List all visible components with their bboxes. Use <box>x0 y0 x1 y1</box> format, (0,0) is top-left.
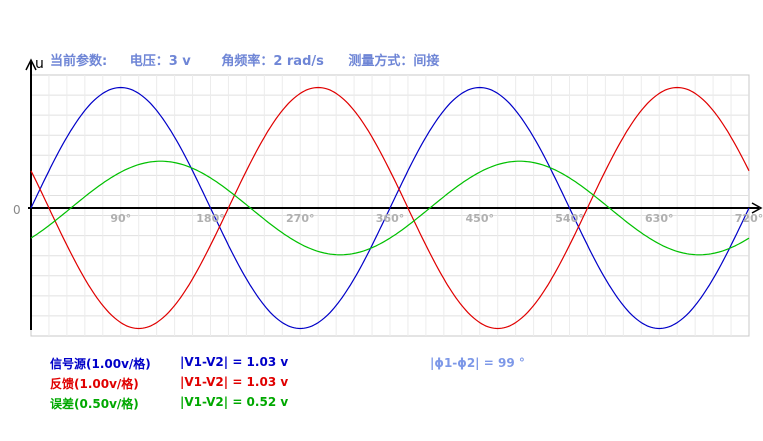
x-axis-arrow <box>751 202 763 214</box>
legend-error-name: 误差(0.50v/格) <box>50 397 139 411</box>
series-line-2 <box>30 160 750 256</box>
y-origin-label: 0 <box>13 203 21 217</box>
x-tick-label: 270° <box>286 212 314 225</box>
series-line-1 <box>30 86 750 330</box>
legend-feedback-reading: |V1-V2| = 1.03 v <box>180 375 289 389</box>
chart-axes: u0 <box>13 56 763 330</box>
x-tick-label: 360° <box>376 212 404 225</box>
x-tick-label: 630° <box>645 212 673 225</box>
legend-feedback-name: 反馈(1.00v/格) <box>50 377 139 391</box>
x-tick-label: 450° <box>466 212 494 225</box>
x-tick-label: 720° <box>735 212 763 225</box>
measurement-method-value: 测量方式：间接 <box>348 54 440 69</box>
legend-signal-reading: |V1-V2| = 1.03 v <box>180 355 289 369</box>
x-tick-label: 540° <box>555 212 583 225</box>
y-axis-arrow <box>25 58 37 71</box>
angular-frequency-value: 角频率：2 rad/s <box>221 54 324 69</box>
chart-series <box>30 86 750 330</box>
current-params-label: 当前参数: <box>50 54 108 69</box>
chart-tick-labels: 90° 180° 270° 360° 450° 540° 630° 720° <box>110 212 763 225</box>
parameter-bar: 当前参数: 电压：3 v 角频率：2 rad/s 测量方式：间接 <box>50 50 440 69</box>
series-line-0 <box>30 86 750 330</box>
voltage-value: 电压：3 v <box>129 54 191 69</box>
legend-signal-name: 信号源(1.00v/格) <box>50 357 151 371</box>
phase-difference-readout: |ϕ1-ϕ2| = 99 ° <box>430 356 525 370</box>
x-tick-label: 90° <box>110 212 131 225</box>
legend-error-reading: |V1-V2| = 0.52 v <box>180 395 289 409</box>
y-axis-label: u <box>35 56 44 72</box>
x-tick-label: 180° <box>196 212 224 225</box>
chart-grid <box>30 74 750 337</box>
